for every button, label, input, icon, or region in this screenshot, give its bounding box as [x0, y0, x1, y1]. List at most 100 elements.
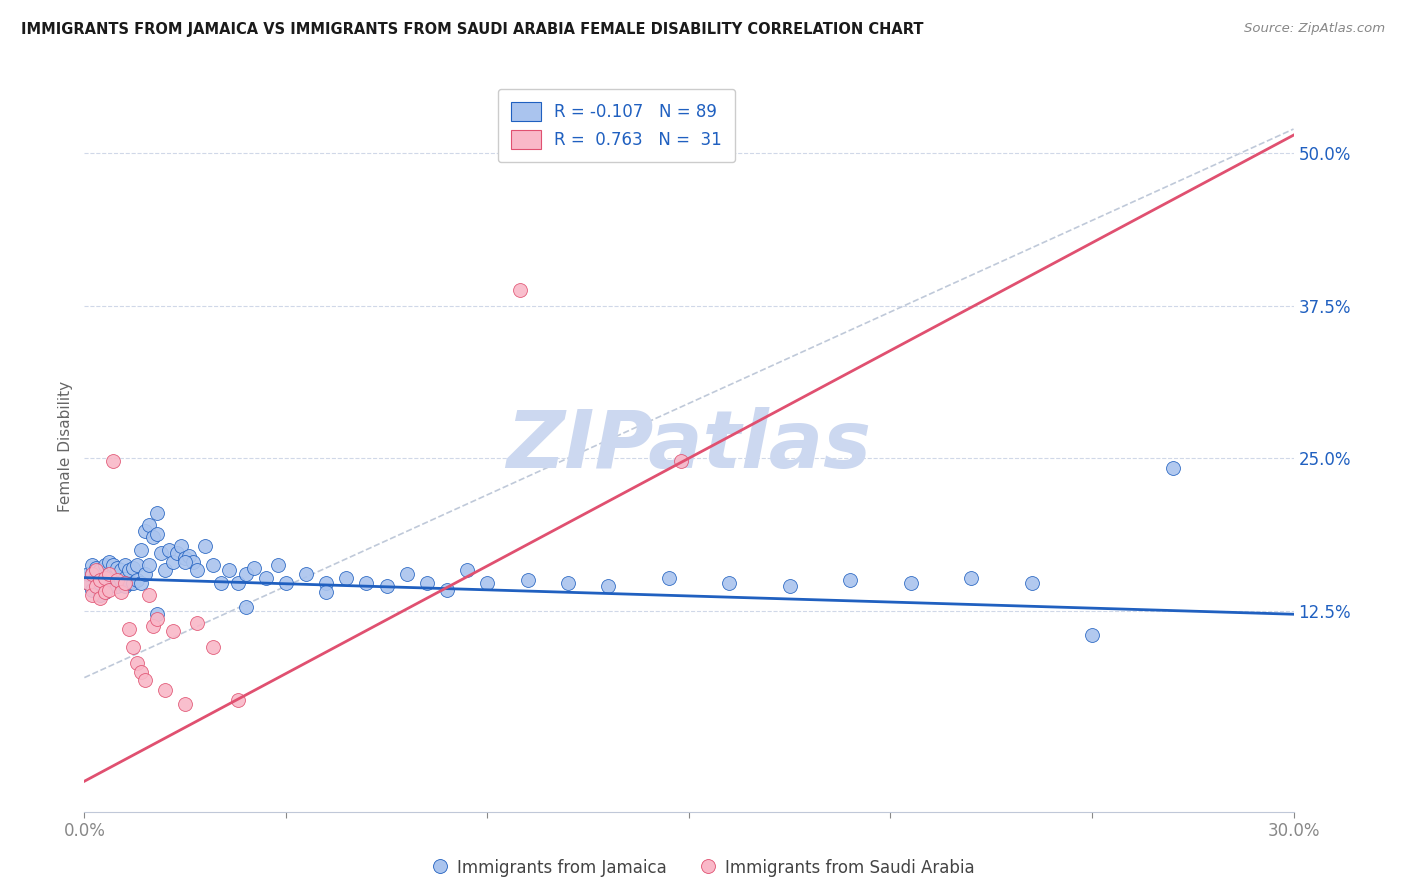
Point: [82, 588, 104, 602]
Point: [149, 546, 172, 560]
Point: [97, 567, 120, 582]
Point: [105, 579, 128, 593]
Point: [114, 571, 136, 585]
Point: [86, 579, 108, 593]
Point: [97, 567, 120, 582]
Point: [315, 575, 337, 590]
Point: [157, 542, 180, 557]
Point: [82, 567, 104, 582]
Point: [186, 563, 208, 577]
Point: [82, 558, 104, 573]
Point: [93, 585, 115, 599]
Point: [93, 571, 115, 585]
Point: [86, 579, 108, 593]
Point: [118, 563, 141, 577]
Point: [110, 585, 132, 599]
Point: [142, 530, 165, 544]
Point: [77, 575, 100, 590]
Point: [89, 575, 111, 590]
Point: [1081, 628, 1104, 642]
Point: [356, 575, 378, 590]
Point: [77, 567, 100, 582]
Point: [82, 567, 104, 582]
Point: [110, 563, 132, 577]
Point: [114, 575, 136, 590]
Y-axis label: Female Disability: Female Disability: [58, 380, 73, 512]
Point: [315, 585, 337, 599]
Point: [779, 579, 801, 593]
Point: [202, 640, 225, 655]
Point: [129, 665, 152, 679]
Point: [477, 575, 499, 590]
Text: Source: ZipAtlas.com: Source: ZipAtlas.com: [1244, 22, 1385, 36]
Point: [101, 575, 124, 590]
Point: [125, 656, 148, 670]
Point: [375, 579, 398, 593]
Text: IMMIGRANTS FROM JAMAICA VS IMMIGRANTS FROM SAUDI ARABIA FEMALE DISABILITY CORREL: IMMIGRANTS FROM JAMAICA VS IMMIGRANTS FR…: [21, 22, 924, 37]
Point: [166, 546, 188, 560]
Point: [170, 539, 193, 553]
Point: [209, 575, 232, 590]
Point: [118, 575, 141, 590]
Point: [97, 579, 120, 593]
Point: [86, 563, 108, 577]
Point: [194, 539, 217, 553]
Point: [235, 567, 257, 582]
Point: [89, 573, 111, 587]
Point: [162, 624, 184, 639]
Point: [138, 588, 160, 602]
Point: [839, 573, 862, 587]
Point: [121, 640, 143, 655]
Point: [118, 622, 141, 636]
Point: [669, 453, 692, 467]
Point: [226, 692, 249, 706]
Point: [516, 573, 538, 587]
Legend: R = -0.107   N = 89, R =  0.763   N =  31: R = -0.107 N = 89, R = 0.763 N = 31: [498, 88, 735, 162]
Point: [125, 573, 148, 587]
Point: [267, 558, 290, 573]
Point: [97, 555, 120, 569]
Point: [134, 567, 156, 582]
Point: [142, 619, 165, 633]
Point: [146, 506, 169, 520]
Point: [557, 575, 579, 590]
Point: [218, 563, 240, 577]
Point: [97, 582, 120, 597]
Point: [134, 524, 156, 539]
Point: [93, 558, 115, 573]
Point: [82, 582, 104, 597]
Point: [174, 555, 197, 569]
Point: [242, 561, 264, 575]
Point: [235, 599, 257, 614]
Point: [960, 571, 983, 585]
Point: [89, 588, 111, 602]
Point: [86, 561, 108, 575]
Point: [134, 673, 156, 687]
Point: [105, 573, 128, 587]
Point: [89, 591, 111, 606]
Point: [1161, 461, 1184, 475]
Point: [89, 563, 111, 577]
Point: [186, 615, 208, 630]
Point: [77, 575, 100, 590]
Point: [509, 283, 531, 297]
Text: ZIPatlas: ZIPatlas: [506, 407, 872, 485]
Point: [416, 575, 439, 590]
Point: [101, 558, 124, 573]
Point: [1021, 575, 1043, 590]
Point: [718, 575, 741, 590]
Point: [138, 558, 160, 573]
Point: [436, 582, 458, 597]
Point: [274, 575, 297, 590]
Point: [335, 571, 357, 585]
Point: [105, 567, 128, 582]
Point: [598, 579, 620, 593]
Point: [121, 561, 143, 575]
Point: [86, 567, 108, 582]
Point: [101, 453, 124, 467]
Point: [93, 571, 115, 585]
Point: [162, 555, 184, 569]
Legend: Immigrants from Jamaica, Immigrants from Saudi Arabia: Immigrants from Jamaica, Immigrants from…: [425, 853, 981, 884]
Point: [202, 558, 225, 573]
Point: [93, 585, 115, 599]
